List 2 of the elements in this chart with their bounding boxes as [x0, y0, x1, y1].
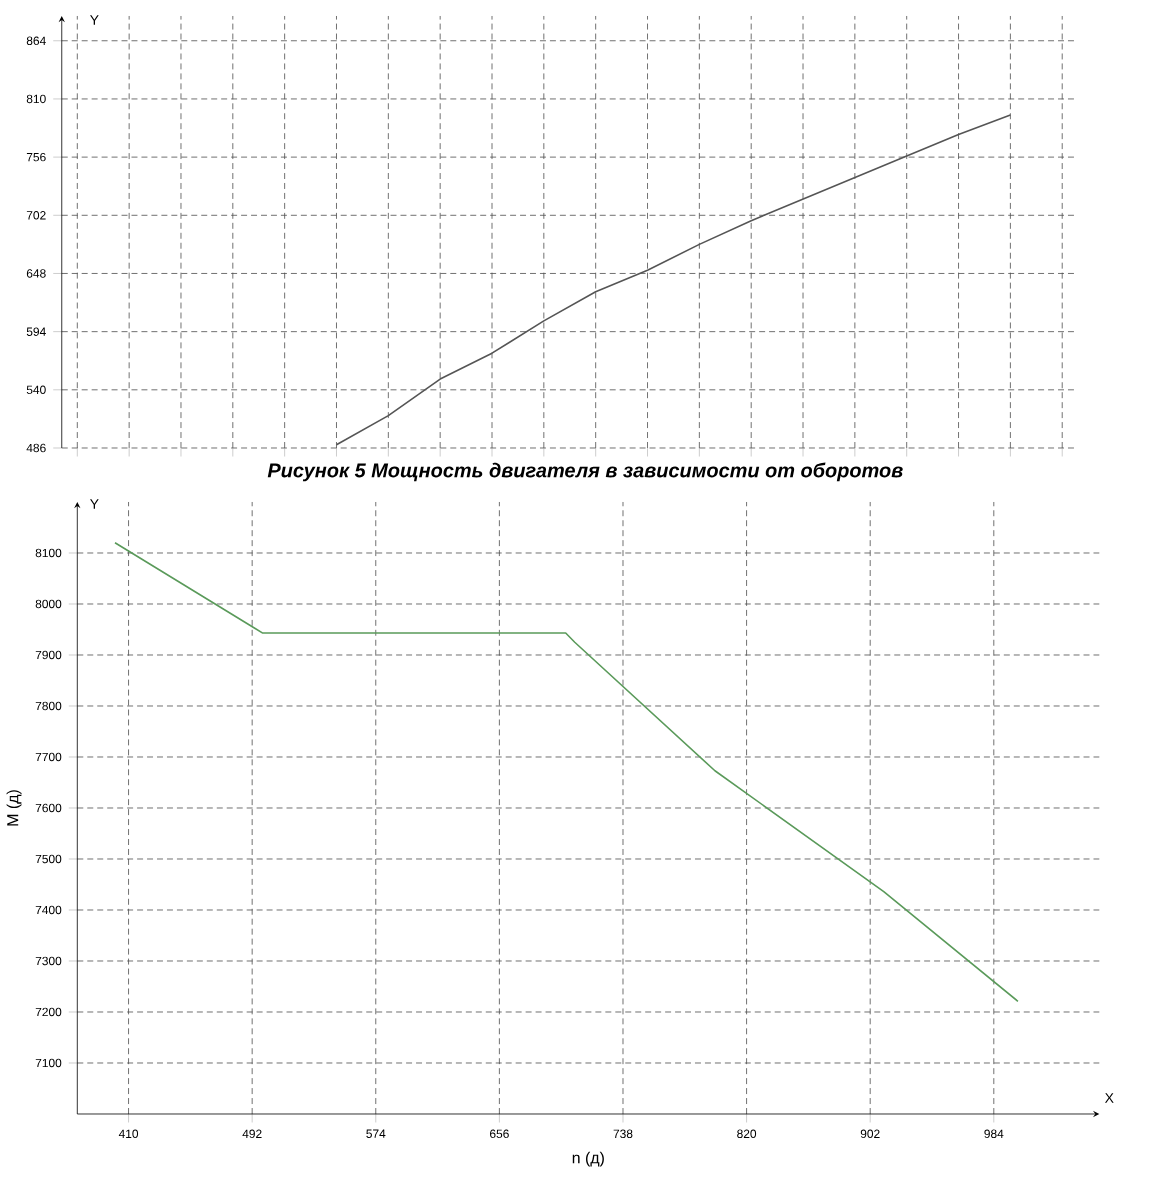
- line-series: [114, 542, 1020, 1003]
- text: Рисунок 5 Мощность двигателя в зависимости от оборотов: [268, 462, 904, 482]
